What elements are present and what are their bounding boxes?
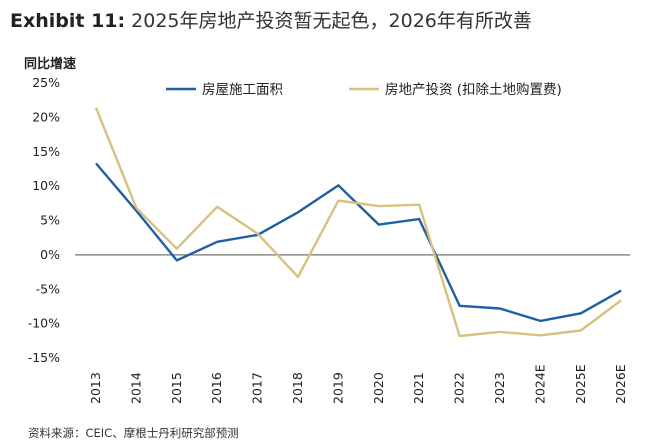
y-axis-label: 同比增速: [24, 57, 77, 72]
series-line-investment: [94, 107, 622, 338]
legend-label: 房地产投资 (扣除土地购置费): [385, 82, 562, 98]
exhibit-label: Exhibit 11:: [10, 10, 126, 32]
x-tick-label: 2025E: [573, 364, 588, 404]
source-note: 资料来源：CEIC、摩根士丹利研究部预测: [28, 426, 239, 440]
y-tick-label: 25%: [32, 75, 60, 90]
y-tick-label: 0%: [40, 247, 60, 262]
x-tick-label: 2023: [492, 372, 507, 404]
y-tick-label: 15%: [32, 144, 60, 159]
y-tick-label: -15%: [28, 350, 60, 365]
y-tick-label: -10%: [28, 316, 60, 331]
chart-title: Exhibit 11: 2025年房地产投资暂无起色，2026年有所改善: [10, 6, 532, 33]
y-tick-label: 10%: [32, 178, 60, 193]
x-tick-label: 2013: [88, 372, 103, 404]
x-tick-label: 2020: [371, 372, 386, 404]
x-tick-label: 2026E: [613, 364, 628, 404]
legend-label: 房屋施工面积: [202, 82, 283, 98]
x-tick-label: 2016: [209, 372, 224, 404]
x-tick-label: 2014: [128, 372, 143, 404]
y-tick-label: 5%: [40, 213, 60, 228]
y-tick-label: 20%: [32, 109, 60, 124]
x-tick-label: 2024E: [532, 364, 547, 404]
x-tick-label: 2021: [411, 372, 426, 404]
x-tick-label: 2019: [330, 372, 345, 404]
x-tick-label: 2017: [250, 372, 265, 404]
y-tick-label: -5%: [36, 281, 60, 296]
x-tick-label: 2018: [290, 372, 305, 404]
x-tick-label: 2022: [452, 372, 467, 404]
title-text: 2025年房地产投资暂无起色，2026年有所改善: [131, 10, 532, 32]
x-tick-label: 2015: [169, 372, 184, 404]
series-line-construction-area: [95, 162, 622, 323]
